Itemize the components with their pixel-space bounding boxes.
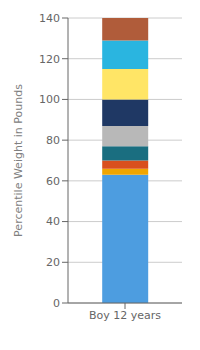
svg-text:20: 20 bbox=[46, 256, 60, 269]
svg-text:0: 0 bbox=[53, 297, 60, 310]
svg-text:60: 60 bbox=[46, 175, 60, 188]
svg-text:80: 80 bbox=[46, 134, 60, 147]
svg-text:140: 140 bbox=[39, 12, 60, 25]
svg-text:Percentile Weight in Pounds: Percentile Weight in Pounds bbox=[12, 84, 25, 237]
svg-text:100: 100 bbox=[39, 93, 60, 106]
svg-text:40: 40 bbox=[46, 215, 60, 228]
svg-text:120: 120 bbox=[39, 53, 60, 66]
svg-text:Boy 12 years: Boy 12 years bbox=[89, 309, 161, 322]
